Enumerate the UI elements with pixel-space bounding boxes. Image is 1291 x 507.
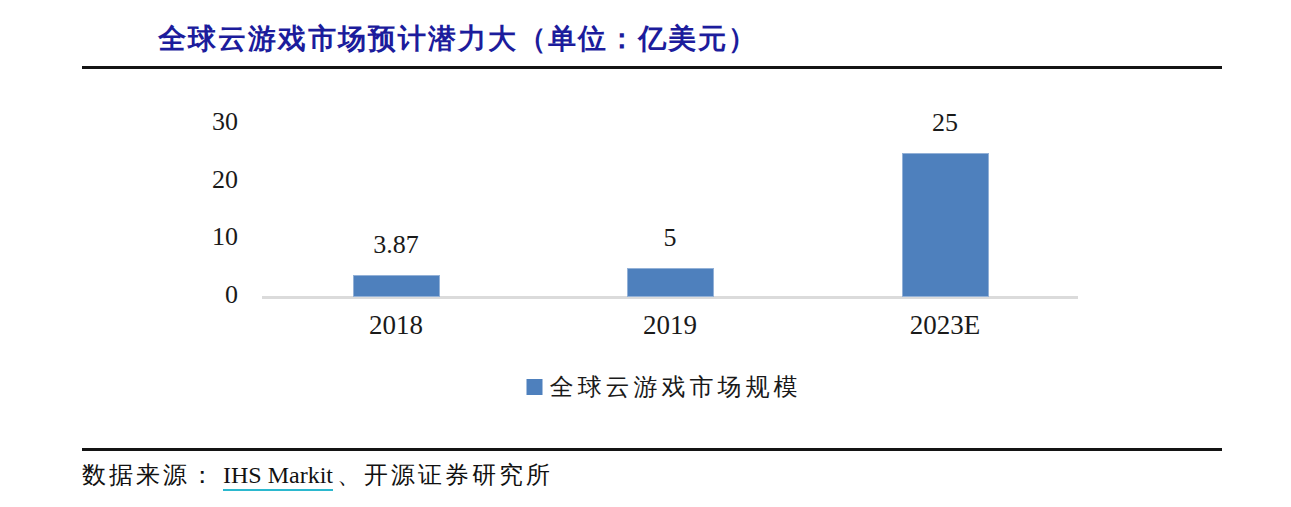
bar-2023E: [902, 153, 989, 297]
bar-2019: [627, 268, 714, 297]
source-prefix: 数据来源：: [82, 462, 217, 488]
y-axis-tick-label: 10: [168, 222, 238, 252]
legend-series-label: 全球云游戏市场规模: [550, 371, 802, 403]
y-axis-tick-label: 30: [168, 107, 238, 137]
bar-value-label: 3.87: [326, 230, 466, 260]
footer-divider: [82, 448, 1222, 451]
bar-value-label: 25: [875, 108, 1015, 138]
source-note: 数据来源：IHS Markit、开源证券研究所: [82, 459, 553, 491]
source-link[interactable]: IHS Markit: [223, 462, 333, 491]
chart-legend: 全球云游戏市场规模: [527, 371, 802, 403]
source-suffix: 、开源证券研究所: [337, 462, 553, 488]
report-figure: 全球云游戏市场预计潜力大（单位：亿美元） 30201003.8720185201…: [0, 0, 1291, 507]
y-axis-tick-label: 20: [168, 165, 238, 195]
x-axis-category-label: 2023E: [865, 308, 1025, 342]
x-axis-category-label: 2018: [316, 308, 476, 342]
bar-value-label: 5: [600, 223, 740, 253]
legend-square-icon: [527, 379, 543, 395]
y-axis-tick-label: 0: [168, 280, 238, 310]
bar-2018: [353, 275, 440, 297]
x-axis-category-label: 2019: [590, 308, 750, 342]
